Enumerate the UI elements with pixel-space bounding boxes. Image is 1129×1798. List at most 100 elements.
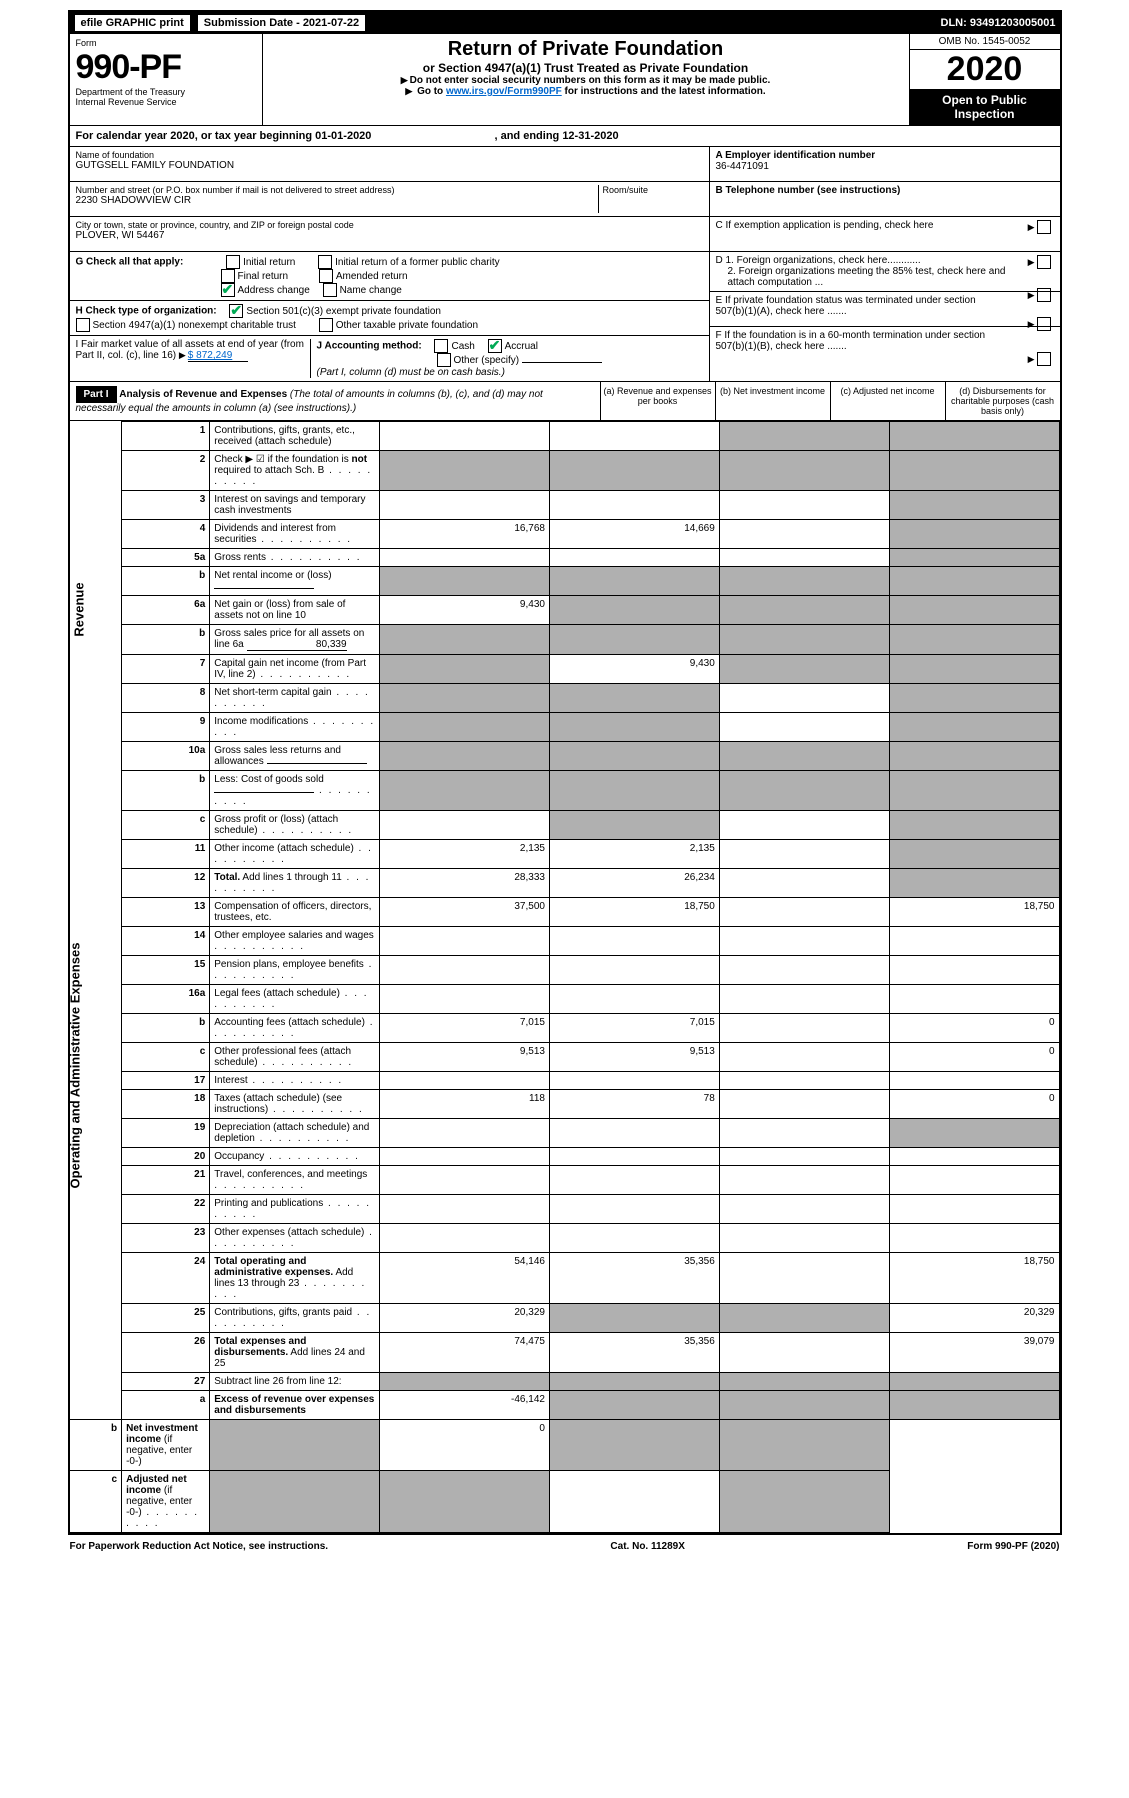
section-h: H Check type of organization: Section 50…	[70, 301, 709, 336]
line-val	[380, 1224, 550, 1253]
line-val	[380, 811, 550, 840]
line-val: 0	[889, 1043, 1059, 1072]
line-val: 9,513	[380, 1043, 550, 1072]
line-val	[889, 451, 1059, 491]
e-checkbox[interactable]	[1037, 317, 1051, 331]
line-val: 20,329	[889, 1304, 1059, 1333]
form-title: Return of Private Foundation	[269, 38, 903, 61]
line-desc: Total. Add lines 1 through 11	[210, 869, 380, 898]
line-val	[549, 771, 719, 811]
line-row: 17Interest	[70, 1072, 1060, 1090]
line-val	[719, 1420, 889, 1471]
line-val	[719, 1166, 889, 1195]
line-val	[719, 1090, 889, 1119]
line-val	[549, 956, 719, 985]
initial-return-checkbox[interactable]	[226, 255, 240, 269]
line-val: 118	[380, 1090, 550, 1119]
line-number: 16a	[122, 985, 210, 1014]
line-desc: Adjusted net income (if negative, enter …	[122, 1471, 210, 1533]
line-val: 26,234	[549, 869, 719, 898]
line-val: 9,513	[549, 1043, 719, 1072]
line-row: 18Taxes (attach schedule) (see instructi…	[70, 1090, 1060, 1119]
amended-return-checkbox[interactable]	[319, 269, 333, 283]
line-val	[549, 1119, 719, 1148]
name-change-checkbox[interactable]	[323, 283, 337, 297]
line-number: 7	[122, 655, 210, 684]
line-desc: Subtract line 26 from line 12:	[210, 1373, 380, 1391]
line-desc: Depreciation (attach schedule) and deple…	[210, 1119, 380, 1148]
f-checkbox[interactable]	[1037, 352, 1051, 366]
line-val	[889, 520, 1059, 549]
irs-link[interactable]: www.irs.gov/Form990PF	[446, 86, 562, 97]
fmv-value[interactable]: $ 872,249	[188, 350, 248, 362]
line-desc: Net rental income or (loss)	[210, 567, 380, 596]
col-a: (a) Revenue and expenses per books	[600, 382, 715, 420]
line-val	[719, 1304, 889, 1333]
initial-former-checkbox[interactable]	[318, 255, 332, 269]
line-row: 26Total expenses and disbursements. Add …	[70, 1333, 1060, 1373]
line-val	[719, 567, 889, 596]
line-number: b	[70, 1420, 122, 1471]
cash-checkbox[interactable]	[434, 339, 448, 353]
line-val	[210, 1420, 380, 1471]
line-val	[719, 520, 889, 549]
line-val: 37,500	[380, 898, 550, 927]
line-val	[549, 567, 719, 596]
section-g: G Check all that apply: Initial return I…	[70, 252, 709, 301]
line-val: 35,356	[549, 1333, 719, 1373]
line-row: aExcess of revenue over expenses and dis…	[70, 1391, 1060, 1420]
4947-checkbox[interactable]	[76, 318, 90, 332]
line-row: 5aGross rents	[70, 549, 1060, 567]
line-desc: Printing and publications	[210, 1195, 380, 1224]
topbar: efile GRAPHIC print Submission Date - 20…	[70, 12, 1060, 34]
line-desc: Other expenses (attach schedule)	[210, 1224, 380, 1253]
d1-checkbox[interactable]	[1037, 255, 1051, 269]
line-row: cGross profit or (loss) (attach schedule…	[70, 811, 1060, 840]
line-val	[719, 1148, 889, 1166]
line-val	[889, 1072, 1059, 1090]
footer-right: Form 990-PF (2020)	[967, 1541, 1059, 1552]
line-val	[549, 422, 719, 451]
address-change-checkbox[interactable]	[221, 283, 235, 297]
d2-checkbox[interactable]	[1037, 288, 1051, 302]
line-row: 21Travel, conferences, and meetings	[70, 1166, 1060, 1195]
instr1: Do not enter social security numbers on …	[269, 75, 903, 86]
line-row: 11Other income (attach schedule)2,1352,1…	[70, 840, 1060, 869]
line-val	[549, 1420, 719, 1471]
line-desc: Gross rents	[210, 549, 380, 567]
ein-label: A Employer identification number	[716, 150, 876, 161]
line-desc: Other professional fees (attach schedule…	[210, 1043, 380, 1072]
line-row: cOther professional fees (attach schedul…	[70, 1043, 1060, 1072]
line-val	[889, 1391, 1059, 1420]
line-number: 3	[122, 491, 210, 520]
line-val: 14,669	[549, 520, 719, 549]
line-desc: Capital gain net income (from Part IV, l…	[210, 655, 380, 684]
part1-title: Analysis of Revenue and Expenses	[119, 389, 287, 400]
accrual-checkbox[interactable]	[488, 339, 502, 353]
line-number: 24	[122, 1253, 210, 1304]
501c3-checkbox[interactable]	[229, 304, 243, 318]
line-desc: Other employee salaries and wages	[210, 927, 380, 956]
line-val: 39,079	[889, 1333, 1059, 1373]
name-label: Name of foundation	[76, 150, 703, 160]
col-b: (b) Net investment income	[715, 382, 830, 420]
c-checkbox[interactable]	[1037, 220, 1051, 234]
footer-center: Cat. No. 11289X	[610, 1541, 684, 1552]
line-val	[549, 1072, 719, 1090]
line-desc: Accounting fees (attach schedule)	[210, 1014, 380, 1043]
line-row: cAdjusted net income (if negative, enter…	[70, 1471, 1060, 1533]
dept: Department of the Treasury	[76, 87, 256, 97]
line-val	[719, 1195, 889, 1224]
line-desc: Net investment income (if negative, ente…	[122, 1420, 210, 1471]
line-val	[719, 625, 889, 655]
line-val	[889, 1373, 1059, 1391]
line-val	[719, 655, 889, 684]
addr-label: Number and street (or P.O. box number if…	[76, 185, 598, 195]
other-taxable-checkbox[interactable]	[319, 318, 333, 332]
line-val	[889, 742, 1059, 771]
other-method-checkbox[interactable]	[437, 353, 451, 367]
line-desc: Income modifications	[210, 713, 380, 742]
line-val: 18,750	[889, 1253, 1059, 1304]
section-i: I Fair market value of all assets at end…	[76, 339, 311, 378]
line-desc: Travel, conferences, and meetings	[210, 1166, 380, 1195]
